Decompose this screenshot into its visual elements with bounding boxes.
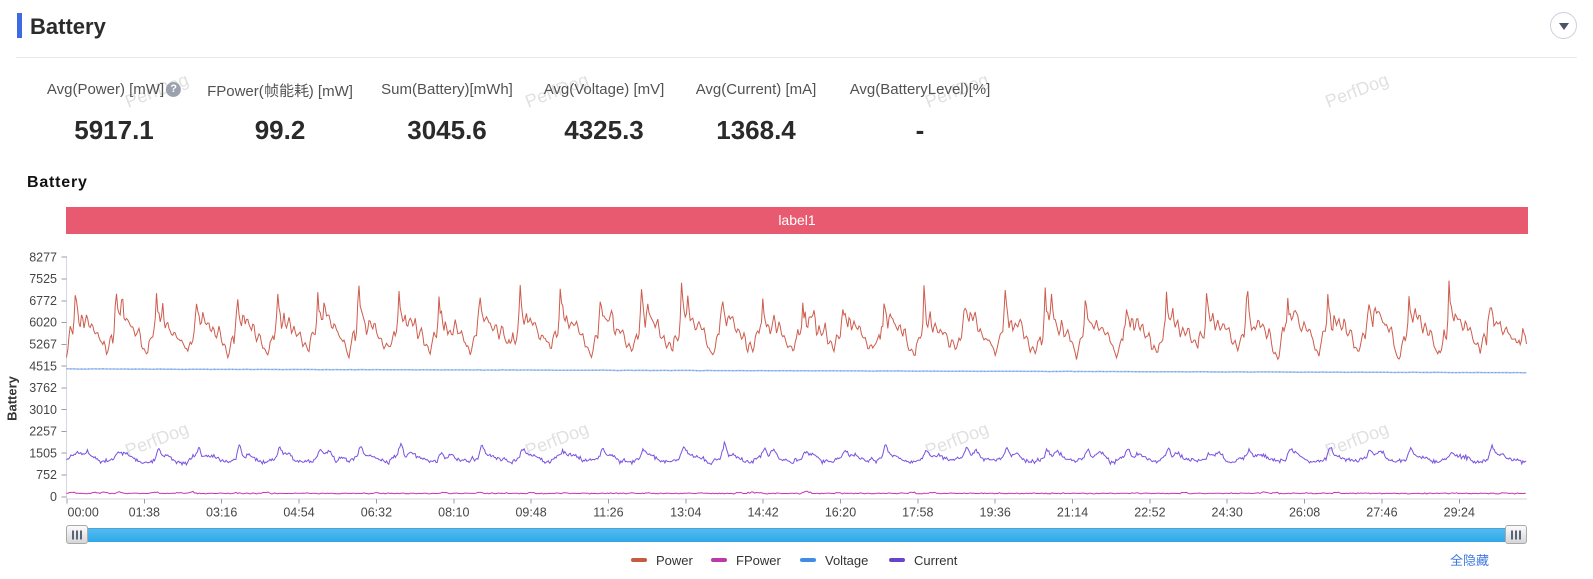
svg-text:27:46: 27:46 xyxy=(1366,506,1397,520)
svg-text:6020: 6020 xyxy=(29,316,57,330)
svg-text:5267: 5267 xyxy=(29,338,57,352)
svg-text:3762: 3762 xyxy=(29,381,57,395)
svg-text:11:26: 11:26 xyxy=(593,506,623,520)
svg-text:03:16: 03:16 xyxy=(206,506,237,520)
svg-text:13:04: 13:04 xyxy=(670,506,701,520)
svg-text:26:08: 26:08 xyxy=(1289,506,1320,520)
svg-text:752: 752 xyxy=(36,468,57,482)
svg-text:08:10: 08:10 xyxy=(438,506,469,520)
svg-text:00:00: 00:00 xyxy=(68,506,99,520)
svg-text:8277: 8277 xyxy=(29,250,57,264)
svg-text:06:32: 06:32 xyxy=(361,506,392,520)
svg-text:09:48: 09:48 xyxy=(515,506,546,520)
svg-text:6772: 6772 xyxy=(29,294,57,308)
svg-text:4515: 4515 xyxy=(29,359,57,373)
svg-text:14:42: 14:42 xyxy=(747,506,778,520)
svg-text:01:38: 01:38 xyxy=(129,506,160,520)
svg-text:2257: 2257 xyxy=(29,425,57,439)
svg-text:7525: 7525 xyxy=(29,272,57,286)
svg-text:0: 0 xyxy=(50,490,57,504)
svg-text:1505: 1505 xyxy=(29,446,57,460)
svg-text:21:14: 21:14 xyxy=(1057,506,1088,520)
svg-text:29:24: 29:24 xyxy=(1444,506,1475,520)
svg-text:22:52: 22:52 xyxy=(1134,506,1165,520)
svg-text:3010: 3010 xyxy=(29,403,57,417)
svg-text:04:54: 04:54 xyxy=(283,506,314,520)
svg-text:19:36: 19:36 xyxy=(980,506,1011,520)
svg-text:16:20: 16:20 xyxy=(825,506,856,520)
svg-text:24:30: 24:30 xyxy=(1212,506,1243,520)
svg-text:17:58: 17:58 xyxy=(902,506,933,520)
